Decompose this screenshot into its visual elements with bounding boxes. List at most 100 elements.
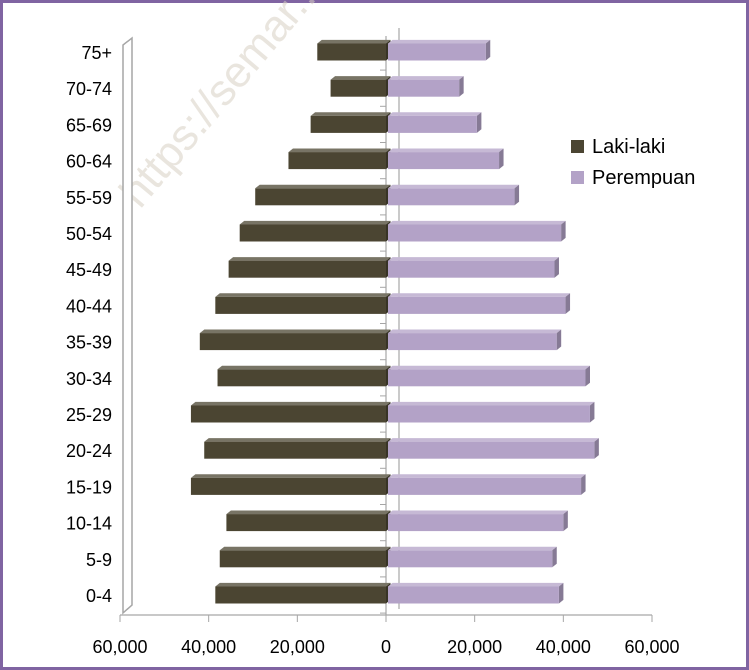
y-tick-label: 20-24: [66, 441, 112, 461]
x-tick-label: 20,000: [447, 637, 502, 657]
bar-top-face: [330, 76, 391, 80]
bar-top-face: [388, 39, 491, 44]
bar-side-face: [476, 112, 482, 133]
y-tick-label: 5-9: [86, 550, 112, 570]
bar-side-face: [589, 401, 595, 423]
bar-top-face: [388, 184, 520, 189]
bar-perempuan-25-29: [388, 401, 595, 423]
bar-laki-laki-65-69: [310, 112, 391, 133]
bar-top-face: [388, 401, 595, 406]
bar-top-face: [219, 546, 391, 551]
bar-front-face: [388, 115, 477, 133]
bar-top-face: [204, 438, 391, 442]
bar-laki-laki-35-39: [199, 329, 391, 351]
bar-laki-laki-75+: [317, 39, 391, 61]
legend-label-laki-laki: Laki-laki: [592, 136, 665, 158]
bar-top-face: [388, 546, 557, 551]
x-tick-label: 40,000: [181, 637, 236, 657]
bar-front-face: [255, 188, 386, 206]
y-tick-label: 55-59: [66, 188, 112, 208]
left-side-wall: [122, 36, 133, 615]
bar-top-face: [388, 257, 559, 261]
bar-top-face: [190, 401, 391, 406]
bar-front-face: [388, 441, 595, 459]
y-tick-label: 65-69: [66, 115, 112, 135]
bar-top-face: [190, 474, 391, 478]
y-tick-label: 45-49: [66, 260, 112, 280]
legend-swatch-laki-laki: [571, 140, 584, 153]
bar-laki-laki-20-24: [204, 438, 391, 459]
bar-front-face: [388, 79, 460, 97]
bar-top-face: [228, 257, 391, 261]
y-tick-label: 0-4: [86, 586, 112, 606]
bar-laki-laki-60-64: [288, 148, 391, 170]
y-tick-label: 40-44: [66, 296, 112, 316]
bar-perempuan-35-39: [388, 329, 562, 351]
bar-front-face: [388, 43, 486, 61]
bar-front-face: [388, 405, 590, 423]
bar-perempuan-30-34: [388, 365, 590, 387]
bar-perempuan-55-59: [388, 184, 520, 206]
bar-front-face: [388, 152, 500, 170]
bar-side-face: [459, 76, 464, 97]
bar-laki-laki-70-74: [330, 76, 391, 97]
bar-top-face: [199, 329, 391, 334]
bar-laki-laki-15-19: [190, 474, 391, 495]
bar-front-face: [388, 296, 566, 314]
bar-front-face: [215, 296, 386, 314]
bar-perempuan-5-9: [388, 546, 557, 568]
bar-top-face: [255, 184, 391, 189]
y-tick-label: 25-29: [66, 405, 112, 425]
bar-front-face: [288, 152, 386, 170]
bar-perempuan-45-49: [388, 257, 559, 278]
y-tick-label: 70-74: [66, 79, 112, 99]
bar-side-face: [556, 329, 562, 351]
bar-side-face: [594, 438, 599, 459]
bar-top-face: [388, 293, 571, 297]
bar-top-face: [239, 220, 391, 225]
bar-front-face: [388, 224, 562, 242]
bar-perempuan-40-44: [388, 293, 571, 314]
bar-laki-laki-30-34: [217, 365, 391, 387]
watermark-text: https://semar...: [110, 0, 333, 216]
bar-perempuan-20-24: [388, 438, 599, 459]
bar-front-face: [190, 405, 386, 423]
legend-label-perempuan: Perempuan: [592, 167, 695, 189]
bar-side-face: [561, 220, 566, 242]
bar-top-face: [388, 329, 562, 334]
bar-front-face: [388, 260, 555, 278]
bar-front-face: [388, 369, 586, 387]
x-tick-label: 40,000: [536, 637, 591, 657]
x-tick-label: 20,000: [270, 637, 325, 657]
bar-front-face: [215, 586, 386, 604]
bar-side-face: [552, 546, 557, 568]
x-tick-label: 60,000: [92, 637, 147, 657]
y-tick-label: 50-54: [66, 224, 112, 244]
bar-front-face: [217, 369, 386, 387]
bar-top-face: [388, 510, 568, 515]
bar-top-face: [217, 365, 391, 370]
bar-perempuan-60-64: [388, 148, 504, 170]
bar-top-face: [215, 582, 391, 587]
bar-front-face: [219, 550, 386, 568]
bar-front-face: [388, 188, 515, 206]
bar-perempuan-0-4: [388, 582, 564, 604]
bar-perempuan-10-14: [388, 510, 568, 532]
bar-front-face: [388, 477, 582, 495]
bar-front-face: [226, 514, 386, 532]
bar-laki-laki-10-14: [226, 510, 391, 532]
bar-side-face: [499, 148, 504, 170]
bar-laki-laki-5-9: [219, 546, 391, 568]
bar-laki-laki-50-54: [239, 220, 391, 242]
bar-front-face: [388, 586, 559, 604]
legend-swatch-perempuan: [571, 171, 584, 184]
bar-front-face: [199, 333, 386, 351]
y-tick-label: 75+: [81, 43, 112, 63]
bar-perempuan-15-19: [388, 474, 586, 495]
bar-front-face: [317, 43, 386, 61]
bar-side-face: [558, 582, 564, 604]
y-tick-label: 30-34: [66, 369, 112, 389]
bar-top-face: [388, 365, 590, 370]
bar-top-face: [388, 76, 464, 80]
